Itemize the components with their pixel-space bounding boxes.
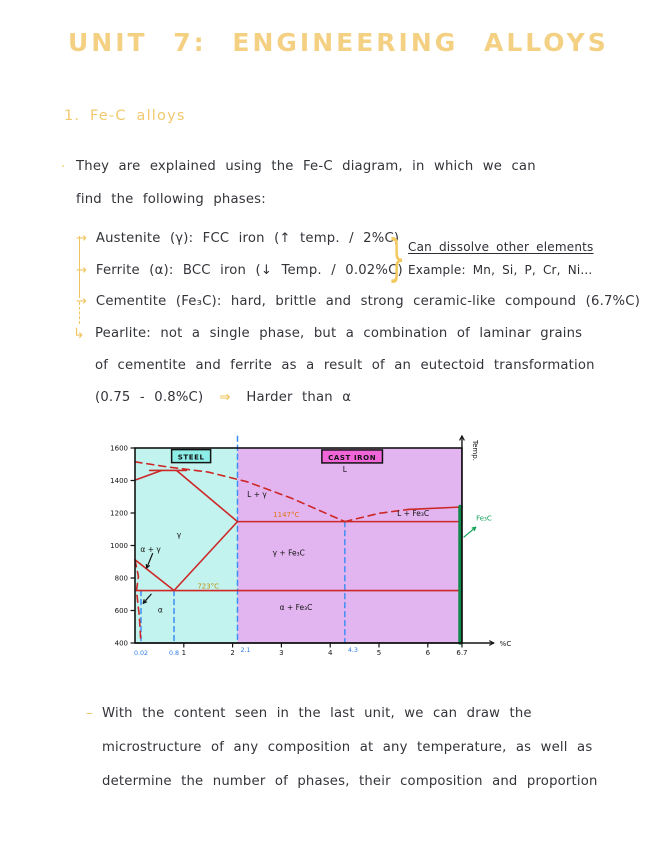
pearlite-conclusion-row: (0.75 - 0.8%C) ⇒ Harder than α [95, 390, 351, 405]
arrowhead [471, 526, 477, 529]
x-tick-label: 6 [426, 649, 431, 657]
chart-region-title-box [170, 448, 212, 464]
arrowhead [489, 640, 495, 644]
chart-region-title-box [321, 449, 384, 464]
chart-phase-label: α [158, 606, 163, 615]
intro-bullet-icon: · [61, 160, 66, 175]
implies-arrow-icon: ⇒ [219, 390, 231, 405]
list-arrow-icon: → [76, 263, 87, 278]
chart-boundary-delta-solidus [134, 469, 163, 481]
arrowhead [489, 642, 495, 646]
y-tick-label: 400 [115, 640, 128, 648]
example-label: Example: [408, 263, 466, 277]
chart-boundary-A3 [134, 559, 175, 592]
chart-phase-label: 1147°C [273, 511, 299, 519]
y-tick-label: 1200 [110, 510, 128, 518]
chart-region-cast-iron [237, 448, 462, 643]
chart-boundary-liquidus [134, 461, 346, 523]
pearlite-line: (0.75 - 0.8%C) [95, 390, 204, 405]
intro-line: They are explained using the Fe-C diagra… [76, 159, 536, 174]
side-note-line: Can dissolve other elements [408, 240, 594, 254]
chart-region-steel [135, 448, 238, 643]
y-tick-label: 1000 [110, 542, 128, 550]
chart-phase-label: γ + Fe₃C [273, 548, 305, 557]
conclusion-line: microstructure of any composition at any… [102, 740, 593, 755]
arrowhead [142, 601, 148, 604]
chart-phase-label: γ [177, 530, 182, 539]
conclusion-bullet-icon: – [86, 706, 93, 721]
x-tick-label: 2 [230, 649, 234, 657]
mark-alpha-arrow [142, 593, 152, 604]
chart-phase-label: L [343, 465, 348, 474]
conclusion-line: determine the number of phases, their co… [102, 774, 598, 789]
chart-phase-label: L + Fe₃C [397, 509, 429, 518]
phase-item-austenite: → Austenite (γ): FCC iron (↑ temp. / 2%C… [76, 231, 399, 246]
phase-item-label: Austenite (γ): FCC iron (↑ temp. / 2%C) [95, 231, 400, 246]
chart-region-title: STEEL [178, 454, 205, 462]
pearlite-line: of cementite and ferrite as a result of … [95, 358, 595, 373]
pearlite-line: Pearlite: not a single phase, but a comb… [95, 326, 583, 341]
x-tick-label: 0.8 [169, 650, 179, 657]
example-value: Mn, Si, P, Cr, Ni... [472, 263, 593, 277]
side-note-brace: } [388, 229, 406, 287]
chart-boundary-liquidus-right-end [407, 506, 463, 511]
y-tick-label: 1600 [110, 445, 128, 453]
chart-phase-label: α + Fe₃C [280, 603, 313, 612]
y-tick-label: 600 [115, 607, 128, 615]
y-tick-label: 1400 [110, 477, 128, 485]
x-tick-label: 0.02 [134, 650, 148, 657]
phase-item-label: Cementite (Fe₃C): hard, brittle and stro… [95, 294, 641, 309]
arrowhead [146, 565, 151, 569]
pearlite-tail: Harder than α [246, 390, 352, 405]
phase-item-cementite: → Cementite (Fe₃C): hard, brittle and st… [76, 294, 640, 309]
chart-phase-label: L + γ [247, 490, 267, 499]
phase-item-label: Ferrite (α): BCC iron (↓ Temp. / 0.02%C) [95, 263, 403, 278]
x-axis-label: %C [500, 640, 512, 648]
chart-phase-label: α + γ [140, 545, 161, 554]
list-arrow-icon: → [76, 294, 87, 309]
conclusion-line: With the content seen in the last unit, … [102, 706, 532, 721]
chart-boundary-austenite-solidus [175, 469, 239, 523]
side-note-example: Example: Mn, Si, P, Cr, Ni... [408, 263, 592, 277]
chart-phase-label: Fe₃C [476, 515, 492, 523]
chart-boundary-liquidus-right [344, 508, 410, 523]
mark-alpha-gamma-arrow [146, 553, 154, 569]
x-tick-label: 4 [328, 649, 333, 657]
pearlite-arrow-icon: ↳ [73, 326, 85, 342]
page-title: UNIT 7: ENGINEERING ALLOYS [68, 28, 609, 57]
temp-axis-label: Temp. [471, 439, 479, 461]
phase-item-ferrite: → Ferrite (α): BCC iron (↓ Temp. / 0.02%… [76, 263, 403, 278]
x-tick-label: 3 [279, 649, 283, 657]
chart-phase-label: 723°C [197, 582, 219, 590]
list-arrow-icon: → [76, 231, 87, 246]
x-tick-label: 2.1 [240, 647, 250, 654]
mark-fe3c-pointer [463, 526, 477, 538]
pearlite-connector-dashed-line [79, 302, 80, 324]
y-tick-label: 800 [115, 575, 128, 583]
chart-region-title: CAST IRON [328, 454, 376, 462]
x-tick-label: 1 [182, 649, 186, 657]
chart-boundary-Acm [173, 520, 239, 592]
intro-line: find the following phases: [76, 192, 266, 207]
fe-c-diagram: 1600 1400 1200 1000 800 600 400 %C 0.02 0.8 1 2 2.1 3… [110, 435, 512, 657]
x-tick-label: 6.7 [456, 649, 467, 657]
phase-list-connector-line [79, 236, 80, 298]
chart-boundary-ferrite-solvus [134, 559, 142, 644]
arrowhead [461, 435, 465, 441]
x-tick-label: 5 [377, 649, 381, 657]
arrowhead [459, 435, 463, 441]
section-heading: 1. Fe-C alloys [64, 108, 186, 124]
x-tick-label: 4.3 [348, 647, 358, 654]
